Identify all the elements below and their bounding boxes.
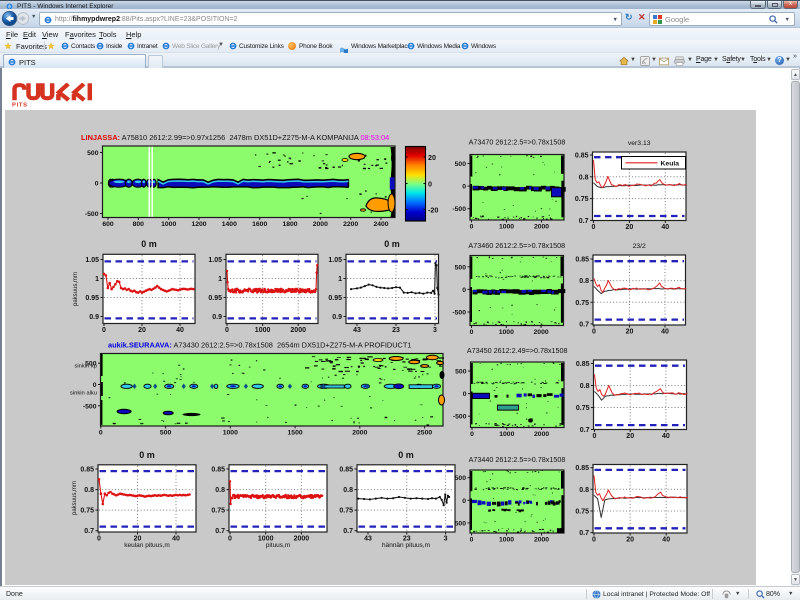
- svg-text:PITS: PITS: [12, 103, 28, 109]
